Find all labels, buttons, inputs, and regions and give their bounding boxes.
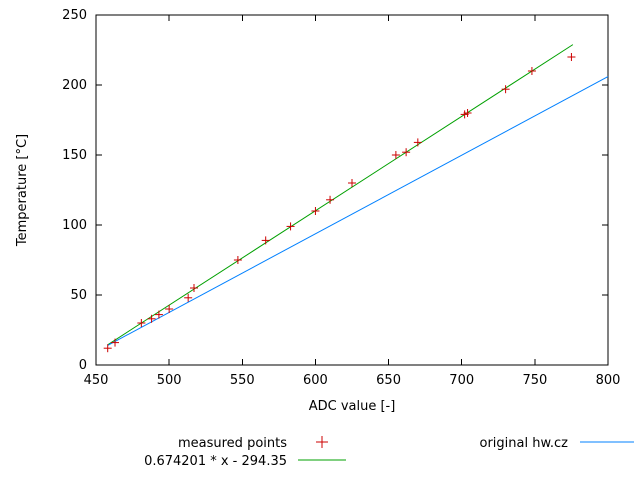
legend: measured points 0.674201 * x - 294.35 or…	[144, 436, 634, 469]
x-tick-label: 700	[449, 373, 474, 388]
plus-marker-sample-icon	[316, 436, 328, 448]
x-tick-label: 600	[303, 373, 328, 388]
legend-label-measured-points: measured points	[178, 436, 287, 451]
legend-label-original-hwcz: original hw.cz	[479, 436, 568, 451]
x-tick-label: 750	[522, 373, 547, 388]
legend-label-fit-formula: 0.674201 * x - 294.35	[144, 454, 287, 469]
y-tick-label: 200	[62, 78, 87, 93]
x-tick-label: 450	[84, 373, 109, 388]
y-tick-label: 100	[62, 218, 87, 233]
x-axis-label: ADC value [-]	[309, 399, 396, 414]
series-line	[107, 44, 574, 346]
x-tick-label: 650	[376, 373, 401, 388]
y-tick-label: 150	[62, 148, 87, 163]
y-tick-label: 250	[62, 8, 87, 23]
y-tick-label: 0	[79, 358, 87, 373]
x-tick-label: 800	[596, 373, 621, 388]
y-tick-label: 50	[70, 288, 87, 303]
plot-area: 450 500 550 600 650 700 750 800 0 50 100 150 200 250	[62, 8, 620, 388]
x-tick-label: 550	[230, 373, 255, 388]
plot-border	[95, 14, 609, 366]
y-axis-label: Temperature [°C]	[15, 134, 30, 247]
x-tick-label: 500	[157, 373, 182, 388]
series-line	[107, 76, 609, 346]
